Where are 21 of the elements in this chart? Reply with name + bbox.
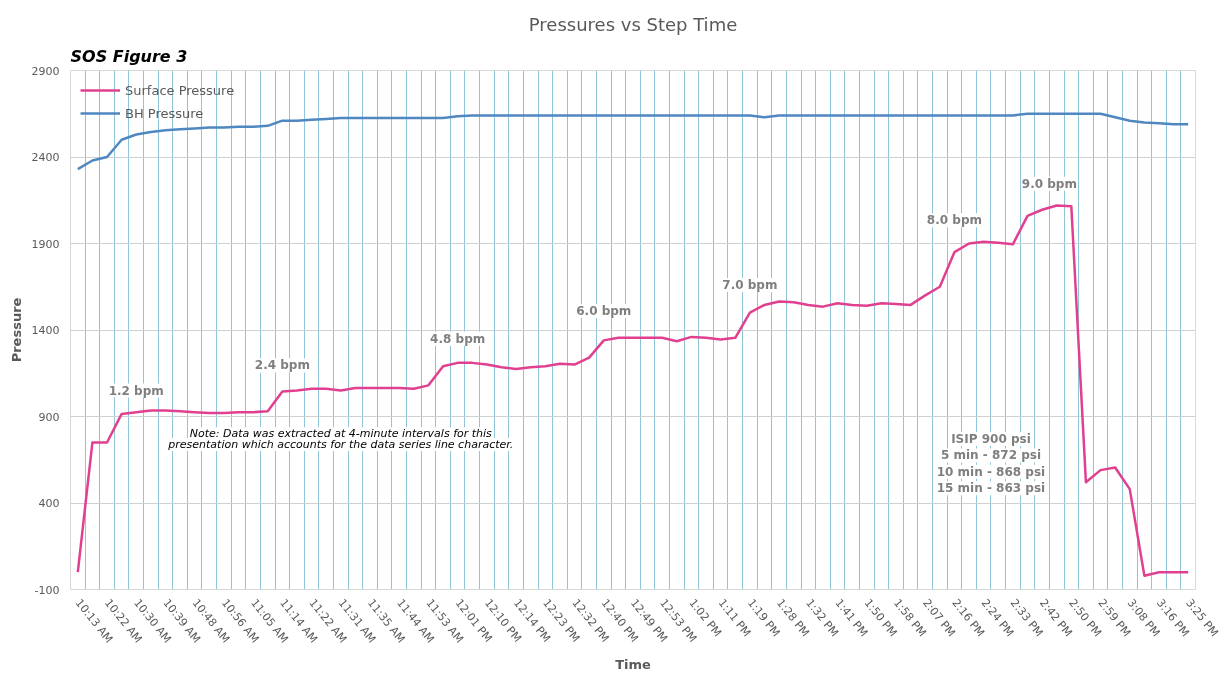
annotation: 4.8 bpm: [430, 331, 486, 346]
annotation: 7.0 bpm: [722, 278, 778, 293]
chart-title: Pressures vs Step Time: [528, 13, 738, 35]
y-tick-label: -100: [34, 583, 60, 597]
y-tick-label: 900: [38, 410, 60, 424]
y-tick-label: 1900: [31, 237, 60, 251]
line-series: [76, 204, 1190, 577]
annotation: 8.0 bpm: [926, 213, 982, 228]
annotation: 2.4 bpm: [254, 358, 310, 373]
y-tick-label: 400: [38, 497, 60, 510]
annotation: 9.0 bpm: [1021, 176, 1077, 191]
y-tick-label: 1400: [31, 324, 60, 337]
annotation: Note: Data was extracted at 4-minute intervals for this presentation which accounts for the data series line character.: [167, 427, 514, 452]
annotation: 6.0 bpm: [576, 303, 632, 318]
y-axis-title: Pressure: [8, 297, 24, 363]
annotation: 1.2 bpm: [108, 383, 164, 398]
y-tick-label: 2400: [31, 151, 60, 164]
annotation: ISIP 900 psi 5 min - 872 psi 10 min - 868 psi 15 min - 863 psi: [936, 431, 1046, 496]
y-tick-label: 2900: [31, 64, 60, 78]
x-axis-title: Time: [615, 657, 652, 673]
text: SOS Figure 3: [70, 46, 188, 66]
